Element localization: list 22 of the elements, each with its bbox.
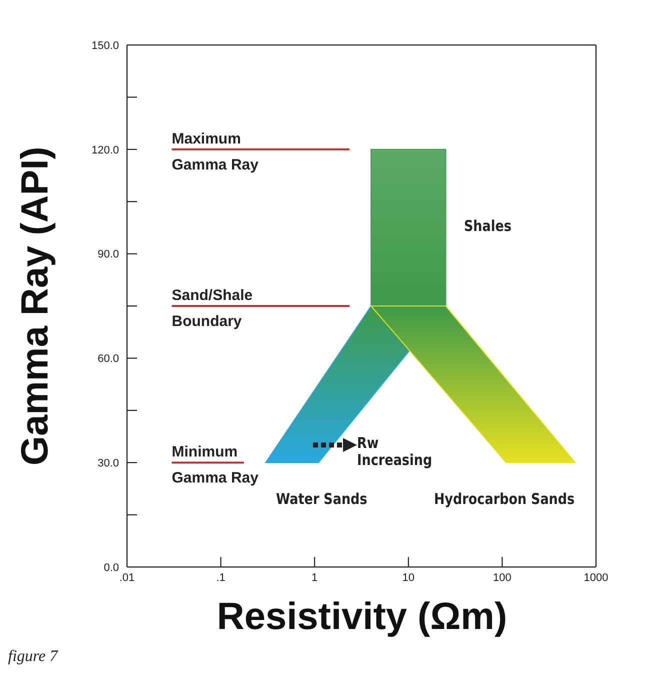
x-tick-label: 100 (493, 572, 512, 584)
y-tick-label: 150.0 (91, 40, 119, 52)
x-tick-label: 1000 (584, 572, 608, 584)
y-tick-label: 0.0 (104, 562, 119, 574)
x-tick-label: .1 (216, 572, 226, 584)
ref-line-label: Minimum Gamma Ray (172, 444, 260, 487)
y-tick-label: 90.0 (98, 248, 119, 261)
x-axis-title: Resistivity (Ωm) (216, 596, 508, 639)
x-tick-label: 10 (402, 572, 415, 584)
y-tick-label: 120.0 (91, 144, 119, 156)
y-axis-title: Gamma Ray (API) (14, 146, 58, 465)
series-label: Shales (464, 217, 512, 236)
ref-line-label: Maximum Gamma Ray (172, 130, 260, 174)
series-label: Hydrocarbon Sands (434, 490, 574, 508)
x-tick-label: .01 (119, 572, 135, 584)
caption: figure 7 (8, 648, 60, 666)
ref-line-label: Sand/Shale Boundary (172, 287, 253, 330)
x-tick-label: 1 (312, 572, 318, 584)
y-tick-label: 30.0 (98, 458, 119, 470)
series-label: Water Sands (276, 490, 368, 508)
annotation: Rw Increasing (357, 434, 432, 468)
y-tick-label: 60.0 (98, 353, 119, 366)
